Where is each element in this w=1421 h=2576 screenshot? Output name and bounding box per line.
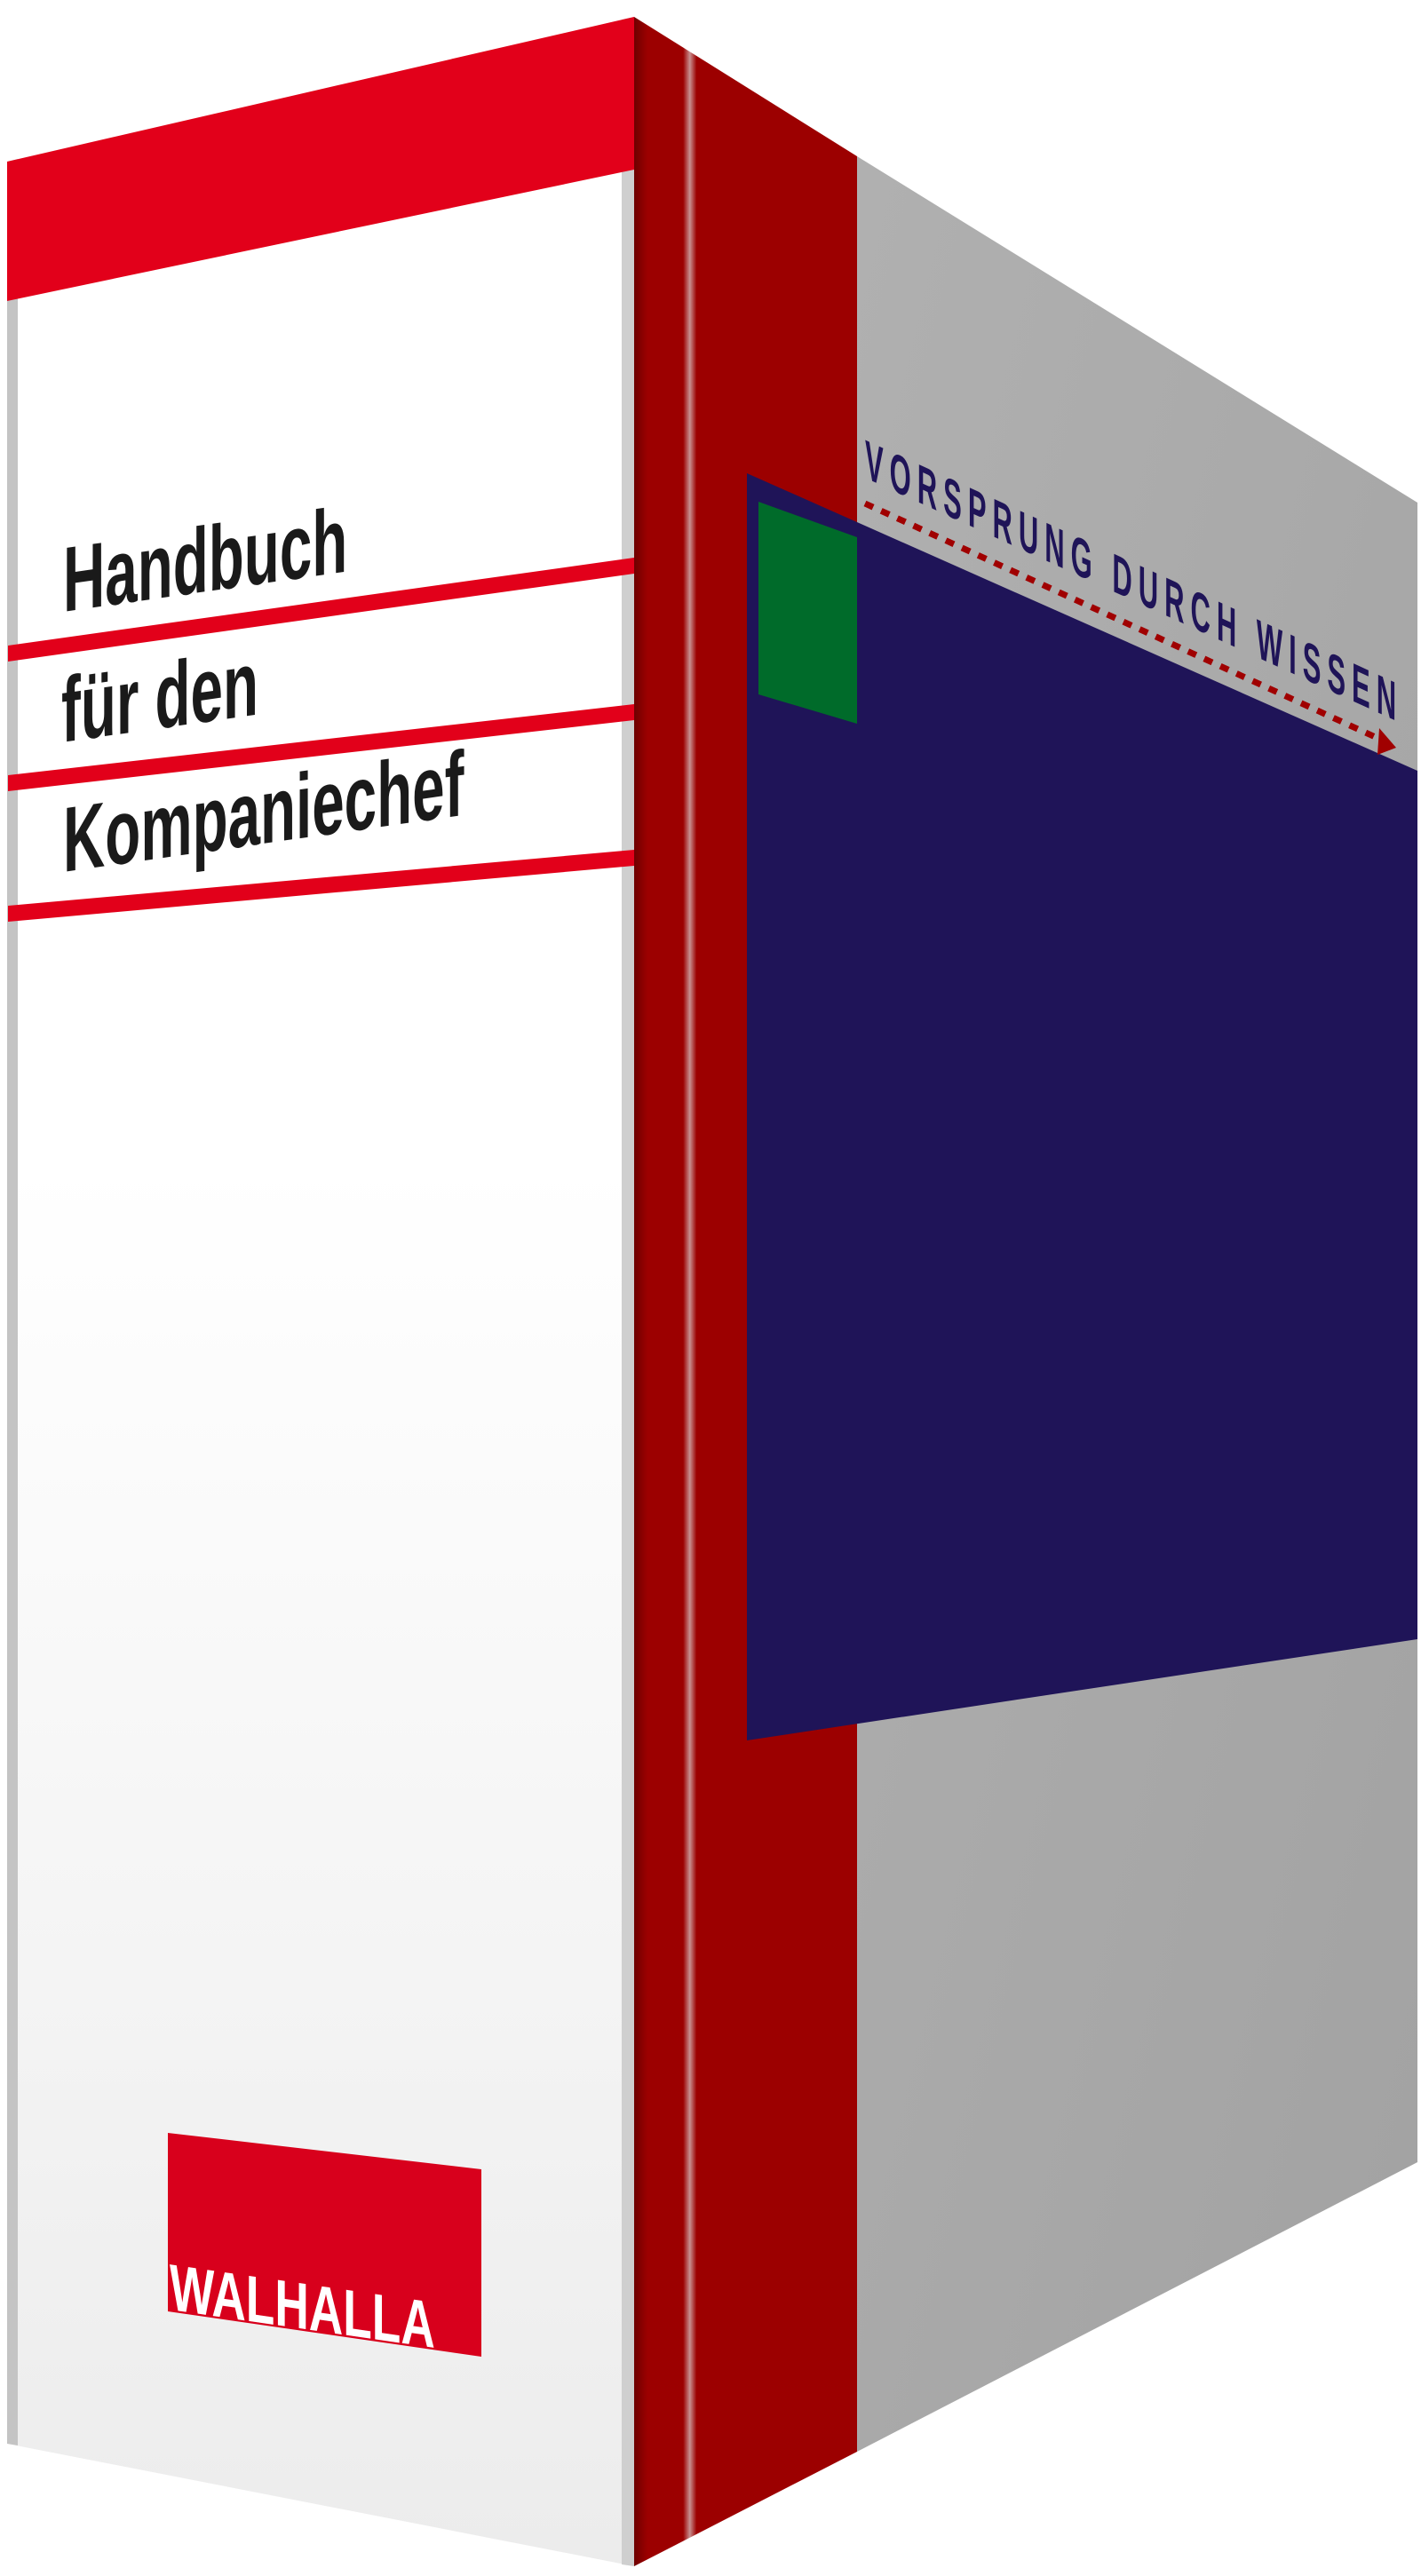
side-cover: VORSPRUNG DURCH WISSEN [747,156,1417,2452]
logo-red-block [168,2133,481,2357]
title-rule-3 [8,850,634,922]
cover-face [7,17,634,2566]
title-rule-2 [8,704,634,791]
title-rule-1 [8,558,634,662]
cover-right-edge-shading [622,17,634,2566]
blue-panel [747,473,1417,1740]
front-cover: WALHALLA Handbuch für den Kompaniechef [7,17,634,2566]
tagline-arrowhead-icon [1377,728,1396,755]
cover-top-red-band [7,17,634,301]
cover-left-edge-shading [7,159,18,2445]
publisher-logo: WALHALLA [168,2133,481,2362]
tagline-dotted-arrow-line [863,500,1383,743]
green-accent-square [758,502,857,724]
